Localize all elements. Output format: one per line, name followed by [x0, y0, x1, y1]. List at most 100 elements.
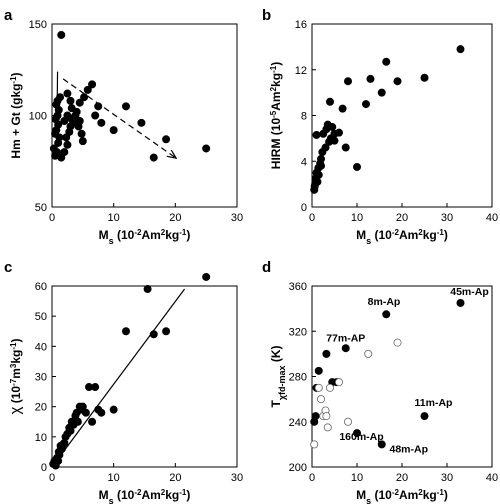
panel-label: b: [262, 7, 271, 24]
x-axis-label: Ms (10-2Am2kg-1): [356, 228, 448, 247]
x-tick-label: 20: [169, 212, 181, 224]
x-tick-label: 0: [49, 212, 55, 224]
x-tick-label: 10: [351, 472, 363, 484]
data-point: [78, 137, 87, 146]
y-tick-label: 150: [29, 19, 47, 31]
data-point-open: [334, 378, 343, 387]
x-tick-label: 30: [441, 472, 453, 484]
data-point: [88, 80, 97, 89]
data-point: [312, 130, 321, 139]
data-point: [75, 98, 84, 107]
y-tick-label: 320: [289, 326, 307, 338]
data-point: [202, 144, 211, 153]
panel-b: b 0 10 20 30 40 0 4 8 12 16 Ms (10-2Am2kg-1) HIRM (1…: [262, 7, 498, 246]
y-tick-label: 100: [29, 111, 47, 123]
plot-frame: [51, 23, 238, 208]
data-point: [334, 128, 343, 137]
plot-frame: [311, 23, 493, 208]
point-annotation: 11m-Ap: [415, 397, 453, 409]
point-annotation: 45m-Ap: [450, 286, 489, 298]
data-point-open: [323, 423, 332, 432]
data-point: [122, 102, 131, 111]
y-tick-label: 30: [35, 372, 47, 384]
x-tick-label: 10: [108, 212, 120, 224]
point-annotation: 48m-Ap: [389, 443, 428, 455]
y-tick-label: 20: [35, 402, 47, 414]
data-point: [382, 57, 391, 66]
fit-line: [51, 288, 186, 468]
data-point-open: [316, 395, 325, 404]
data-point: [325, 97, 334, 106]
y-tick-label: 200: [289, 462, 307, 474]
data-point: [343, 77, 352, 86]
data-point: [322, 349, 331, 358]
data-point-open: [393, 338, 402, 347]
trend-arrow: [62, 78, 175, 158]
x-tick-label: 0: [49, 472, 55, 484]
y-axis-label: HIRM (10-5Am2kg-1): [269, 62, 284, 169]
y-tick-label: 40: [35, 341, 47, 353]
y-tick-label: 50: [35, 311, 47, 323]
y-tick-label: 240: [289, 417, 307, 429]
data-point: [321, 143, 330, 152]
data-point: [77, 129, 86, 138]
panel-a: a 0 10 20 30 50 100 150 Ms (10-2Am2kg-1) Hm + Gt …: [4, 7, 243, 246]
y-axis-label: Tχfd-max (K): [269, 345, 287, 407]
data-point: [330, 136, 339, 145]
data-point: [341, 344, 350, 353]
data-point: [382, 310, 391, 319]
data-point: [393, 77, 402, 86]
data-point: [122, 327, 131, 336]
data-point: [456, 45, 465, 54]
y-tick-label: 0: [301, 202, 307, 214]
data-point: [366, 74, 375, 83]
data-point: [314, 170, 323, 179]
y-axis-label: χ (10-7m3kg-1): [7, 339, 24, 415]
data-point: [109, 405, 118, 414]
data-point: [352, 429, 361, 438]
data-point: [94, 102, 103, 111]
x-tick-label: 20: [396, 212, 408, 224]
x-tick-label: 10: [351, 212, 363, 224]
data-point: [149, 153, 158, 162]
data-point: [63, 140, 72, 149]
point-annotation: 8m-Ap: [368, 296, 401, 308]
y-tick-label: 8: [301, 111, 307, 123]
panel-label: a: [4, 7, 13, 24]
x-tick-label: 30: [231, 212, 243, 224]
data-point: [328, 122, 337, 131]
data-point: [352, 162, 361, 171]
data-point: [60, 148, 69, 157]
panel-c: c 0 10 20 30 0 10 20 30 40 50 60 Ms (10-2Am2kg-1) χ (…: [4, 259, 243, 504]
data-point: [420, 412, 429, 421]
x-axis-label: Ms (10-2Am2kg-1): [356, 488, 448, 504]
data-point: [83, 85, 92, 94]
x-tick-label: 0: [309, 472, 315, 484]
x-tick-label: 20: [169, 472, 181, 484]
x-tick-label: 20: [396, 472, 408, 484]
data-point: [377, 88, 386, 97]
y-tick-label: 50: [35, 202, 47, 214]
data-point: [162, 327, 171, 336]
data-point: [75, 116, 84, 125]
data-point: [313, 177, 322, 186]
y-axis-label: Hm + Gt (gkg-1): [9, 72, 24, 158]
data-point: [81, 408, 90, 417]
data-point: [80, 93, 89, 102]
data-point-open: [322, 412, 331, 421]
x-tick-label: 40: [486, 472, 498, 484]
y-tick-label: 4: [301, 156, 307, 168]
data-point: [67, 104, 76, 113]
panel-label: c: [4, 259, 12, 276]
y-tick-label: 60: [35, 281, 47, 293]
data-point: [420, 73, 429, 82]
data-point: [314, 366, 323, 375]
data-point: [109, 126, 118, 135]
x-axis-label: Ms (10-2Am2kg-1): [99, 228, 191, 247]
data-point: [91, 383, 100, 392]
data-point: [137, 118, 146, 127]
data-point: [97, 408, 106, 417]
data-point: [88, 417, 97, 426]
data-point: [361, 100, 370, 109]
